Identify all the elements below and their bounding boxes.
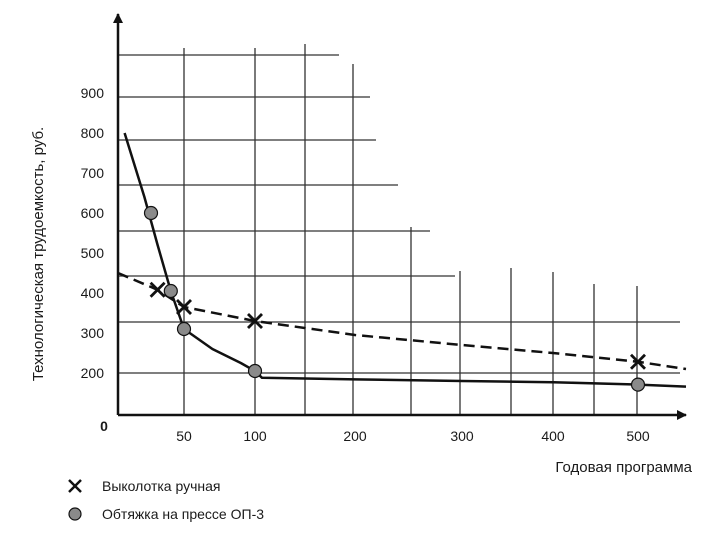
cross-stroke: [149, 281, 166, 298]
x-tick-labels: 50 100 200 300 400 500: [176, 428, 650, 444]
series-line-1: [123, 132, 687, 388]
gridlines: [118, 44, 680, 415]
data-point-circle: [247, 363, 263, 379]
y-tick-label: 400: [81, 285, 105, 301]
y-tick-label: 900: [81, 85, 105, 101]
y-tick-label: 800: [81, 125, 105, 141]
legend-entry-press: Обтяжка на прессе ОП-3: [68, 506, 264, 522]
cross-stroke: [176, 299, 192, 315]
data-point-cross: [176, 299, 192, 315]
legend-label-manual: Выколотка ручная: [102, 478, 221, 494]
y-tick-label: 500: [81, 245, 105, 261]
y-tick-label: 300: [81, 325, 105, 341]
x-tick-label: 50: [176, 428, 192, 444]
legend-cross-marker: [68, 479, 82, 493]
legend-circle-marker: [68, 507, 82, 521]
legend-label-press: Обтяжка на прессе ОП-3: [102, 506, 264, 522]
y-tick-labels: 200 300 400 500 600 700 800 900: [81, 85, 105, 381]
origin-label: 0: [100, 418, 108, 434]
data-point-circle: [163, 283, 178, 299]
data-point-circle: [630, 377, 646, 392]
x-tick-label: 300: [450, 428, 474, 444]
x-tick-label: 400: [541, 428, 565, 444]
data-point-cross: [149, 281, 166, 298]
cross-stroke: [630, 353, 646, 370]
y-axis-title: Технологическая трудоемкость, руб.: [30, 127, 47, 381]
y-tick-label: 700: [81, 165, 105, 181]
x-tick-label: 500: [626, 428, 650, 444]
data-point-circle: [143, 205, 159, 221]
axes: [113, 13, 687, 420]
y-tick-label: 600: [81, 205, 105, 221]
x-axis-title: Годовая программа: [555, 459, 692, 476]
series-line-0: [117, 271, 687, 371]
data-point-circle: [176, 321, 192, 337]
cross-stroke: [247, 313, 263, 329]
y-tick-label: 200: [81, 365, 105, 381]
series-layer: [117, 132, 687, 392]
legend: Выколотка ручная Обтяжка на прессе ОП-3: [68, 478, 264, 522]
data-point-cross: [630, 353, 646, 370]
data-point-cross: [247, 313, 263, 329]
x-tick-label: 200: [343, 428, 367, 444]
x-tick-label: 100: [243, 428, 267, 444]
legend-entry-manual: Выколотка ручная: [68, 478, 221, 494]
